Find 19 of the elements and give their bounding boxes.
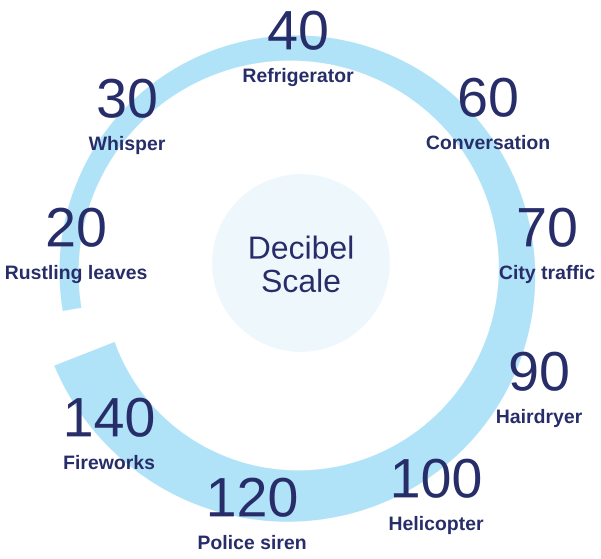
- category-label: Conversation: [426, 134, 549, 150]
- text: Decibel Scale: [250, 235, 352, 292]
- data-label: 60: [460, 78, 517, 117]
- data-label: 140: [66, 398, 154, 437]
- data-label: 20: [48, 208, 105, 247]
- category-label: Fireworks: [64, 454, 154, 470]
- data-label: 70: [518, 208, 576, 247]
- data-label: 40: [268, 10, 327, 50]
- category-label: Helicopter: [390, 516, 484, 534]
- category-label: Police siren: [198, 534, 306, 550]
- category-label: Refrigerator: [244, 68, 354, 86]
- data-label: 30: [98, 78, 156, 118]
- data-label: 90: [510, 352, 568, 391]
- category-label: Whisper: [88, 136, 166, 154]
- category-label: Rustling leaves: [6, 264, 147, 284]
- category-label: Hairdryer: [497, 408, 582, 428]
- category-label: City traffic: [500, 264, 595, 284]
- data-label: 100: [394, 458, 480, 498]
- data-label: 120: [210, 478, 296, 517]
